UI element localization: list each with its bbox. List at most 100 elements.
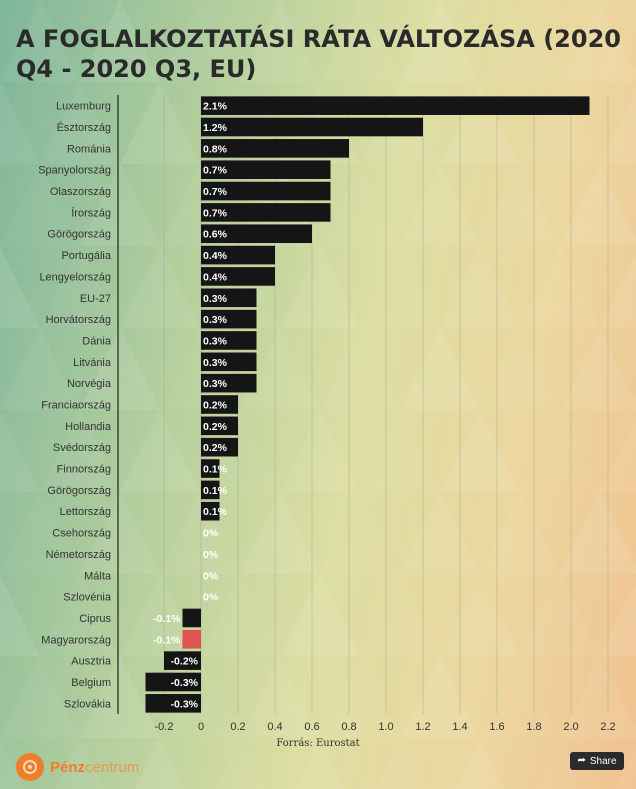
data-label: -0.2% [171,656,199,668]
data-label: 0.6% [203,229,228,241]
y-category-label: Ausztria [71,656,112,668]
y-category-label: Írország [71,206,111,219]
data-label: 0% [203,549,219,561]
bar[interactable] [182,608,202,628]
bar[interactable] [201,501,220,521]
bar[interactable] [201,267,275,286]
y-category-label: Görögország [47,485,111,497]
bar[interactable] [201,224,312,244]
data-label: -0.3% [171,677,199,689]
y-category-label: Olaszország [50,186,111,198]
y-category-label: Norvégia [67,378,112,390]
y-category-label: Spanyolország [38,165,111,177]
bar[interactable] [164,651,201,670]
data-label: 0.1% [203,464,228,476]
bar[interactable] [201,181,331,201]
y-category-label: Portugália [61,250,111,262]
bar[interactable] [201,437,238,457]
data-label: 0.1% [203,506,228,518]
data-label: 0.8% [203,143,228,155]
bar[interactable] [201,395,238,414]
x-tick-label: 1.4 [452,721,467,733]
y-category-label: Csehország [52,528,111,540]
bar[interactable] [201,416,238,436]
bar[interactable] [201,288,257,308]
bar[interactable] [201,245,275,265]
source-note: Forrás: Eurostat [276,738,360,749]
x-tick-label: 0.2 [230,721,245,733]
y-category-label: Magyarország [41,634,111,646]
y-category-label: Németország [46,549,111,561]
y-category-label: Svédország [53,442,111,454]
data-label: 0.4% [203,250,228,262]
share-button[interactable]: ➦ Share [570,752,624,770]
data-label: -0.1% [153,634,181,646]
brand-logo-icon [16,753,44,781]
y-category-label: Franciaország [41,400,111,412]
data-label: 0.2% [203,442,228,454]
bar[interactable] [201,203,331,222]
data-label: 0.3% [203,293,228,305]
bar[interactable] [145,694,202,713]
y-category-label: Litvánia [73,357,112,369]
y-category-label: Görögország [47,229,111,241]
x-tick-label: 1.2 [415,721,430,733]
y-category-label: Lettország [60,506,111,518]
x-tick-label: 1.8 [526,721,541,733]
data-label: 1.2% [203,122,228,134]
bar[interactable] [201,160,331,180]
y-category-label: Szlovénia [63,592,112,604]
bar[interactable] [201,480,220,500]
data-label: 0.3% [203,357,228,369]
y-category-label: Hollandia [65,421,112,433]
data-label: 0.3% [203,335,228,347]
x-tick-label: 2.0 [563,721,578,733]
y-category-label: Málta [84,570,112,582]
data-label: 0% [203,528,219,540]
data-label: 0.7% [203,165,228,177]
data-label: 0.2% [203,400,228,412]
bar[interactable] [201,352,257,372]
data-label: 0.4% [203,271,228,283]
data-label: -0.3% [171,698,199,710]
y-category-label: Ciprus [79,613,111,625]
x-tick-label: 0 [198,721,204,733]
y-category-label: Szlovákia [64,698,112,710]
bar[interactable] [201,331,257,350]
bar[interactable] [201,117,423,137]
data-label: 0.2% [203,421,228,433]
x-tick-label: 1.0 [378,721,393,733]
y-category-label: Románia [67,143,112,155]
data-label: 0% [203,592,219,604]
x-tick-label: 0.6 [304,721,319,733]
data-label: 0% [203,570,219,582]
bar-highlight[interactable] [182,629,202,649]
data-label: 0.1% [203,485,228,497]
y-category-label: Észtország [57,121,111,134]
data-label: 0.7% [203,207,228,219]
bar[interactable] [201,96,590,115]
chart-title: A FOGLALKOZTATÁSI RÁTA VÁLTOZÁSA (2020 Q… [16,25,621,83]
x-tick-label: 0.4 [267,721,282,733]
bar[interactable] [201,373,257,393]
data-label: 0.3% [203,378,228,390]
x-tick-label: -0.2 [155,721,174,733]
share-button-label: Share [589,755,617,767]
bar[interactable] [201,139,349,158]
brand-logo-text: Pénzcentrum [50,759,139,776]
brand-logo[interactable]: Pénzcentrum [16,752,139,782]
bar[interactable] [201,459,220,478]
x-tick-label: 0.8 [341,721,356,733]
data-label: 2.1% [203,101,228,113]
brand-name-main: Pénz [50,758,86,776]
bar[interactable] [145,672,202,692]
x-tick-label: 1.6 [489,721,504,733]
share-icon: ➦ [577,755,586,766]
y-category-label: Belgium [71,677,111,689]
y-category-label: Finnország [57,464,111,476]
data-label: 0.3% [203,314,228,326]
brand-name-rest: centrum [85,758,140,776]
y-category-label: Horvátország [46,314,111,326]
bar[interactable] [201,309,257,329]
